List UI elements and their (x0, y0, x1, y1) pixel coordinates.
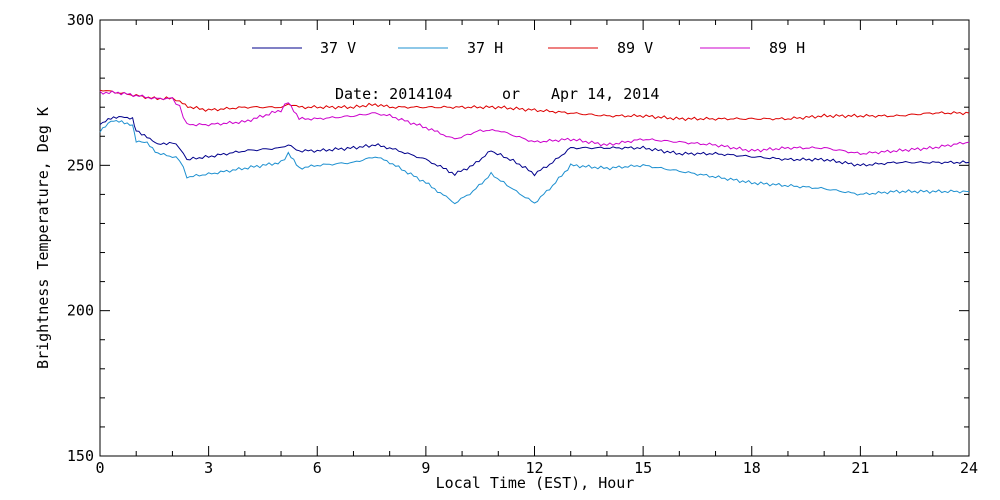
legend-label: 89 V (617, 39, 653, 57)
legend-label: 89 H (769, 39, 805, 57)
annotation-date-label: Date: 2014104 (335, 85, 452, 103)
x-tick-label: 9 (421, 459, 430, 477)
legend-label: 37 H (467, 39, 503, 57)
y-tick-label: 250 (67, 156, 94, 174)
x-tick-label: 15 (634, 459, 652, 477)
series-line-89-h (99, 90, 970, 155)
x-axis-title: Local Time (EST), Hour (436, 474, 635, 492)
y-tick-label: 300 (67, 11, 94, 29)
x-tick-label: 12 (525, 459, 543, 477)
y-tick-label: 150 (67, 447, 94, 465)
x-tick-label: 18 (743, 459, 761, 477)
series-line-37-h (99, 119, 970, 205)
x-tick-label: 24 (960, 459, 978, 477)
series-line-37-v (99, 115, 970, 177)
x-tick-label: 6 (313, 459, 322, 477)
annotation-date-text: Apr 14, 2014 (551, 85, 659, 103)
legend-label: 37 V (320, 39, 356, 57)
y-axis-title: Brightness Temperature, Deg K (34, 107, 52, 369)
axis-tick-labels: 0 3 6 9 12 15 18 21 24 150 200 250 300 (67, 11, 978, 477)
series-lines (99, 89, 970, 205)
legend: 37 V 37 H 89 V 89 H (252, 39, 805, 57)
axis-ticks (99, 19, 970, 457)
x-tick-label: 21 (851, 459, 869, 477)
annotation-or-label: or (502, 85, 520, 103)
series-line-89-v (99, 89, 970, 122)
plot-frame (99, 19, 970, 457)
x-tick-label: 0 (95, 459, 104, 477)
x-tick-label: 3 (204, 459, 213, 477)
y-tick-label: 200 (67, 302, 94, 320)
